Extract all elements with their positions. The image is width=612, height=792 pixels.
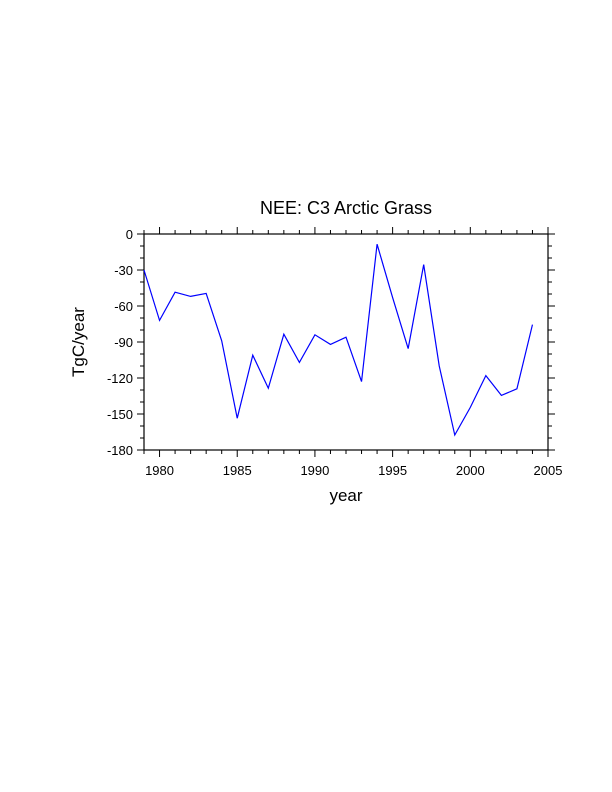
y-tick-label: -150 [107, 407, 133, 422]
y-axis-label: TgC/year [69, 307, 88, 377]
y-tick-label: -60 [114, 299, 133, 314]
chart-title: NEE: C3 Arctic Grass [260, 198, 432, 218]
x-tick-label: 2005 [534, 463, 563, 478]
x-axis-label: year [329, 486, 362, 505]
y-tick-label: -90 [114, 335, 133, 350]
x-tick-label: 1985 [223, 463, 252, 478]
y-tick-label: -30 [114, 263, 133, 278]
x-tick-label: 1980 [145, 463, 174, 478]
x-tick-label: 1990 [300, 463, 329, 478]
y-tick-label: -180 [107, 443, 133, 458]
plot-frame [143, 233, 549, 451]
series-line [143, 244, 534, 437]
y-tick-label: -120 [107, 371, 133, 386]
x-tick-label: 2000 [456, 463, 485, 478]
x-tick-label: 1995 [378, 463, 407, 478]
y-tick-label: 0 [126, 227, 133, 242]
